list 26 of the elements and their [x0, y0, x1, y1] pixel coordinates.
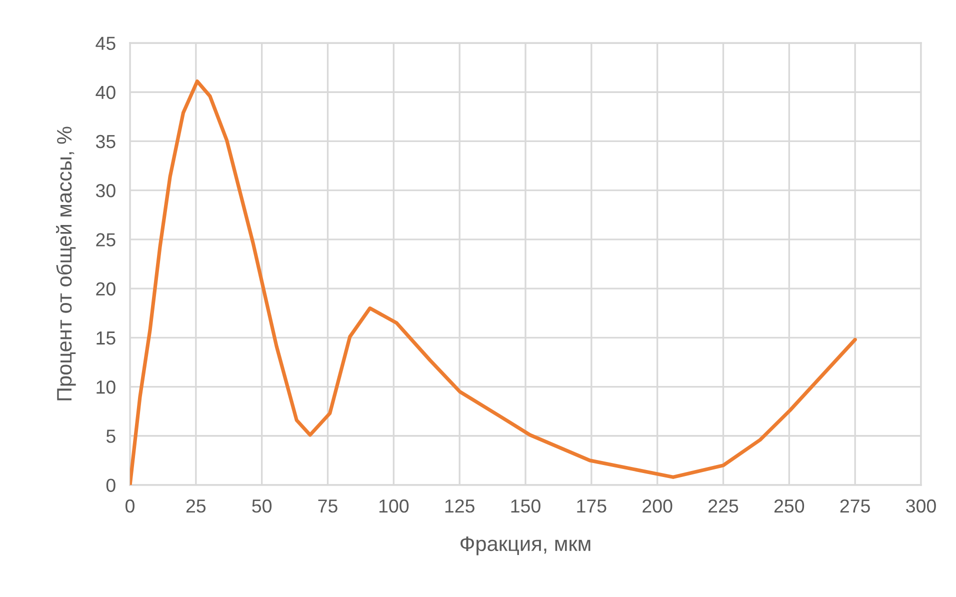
- x-tick-label: 50: [252, 499, 272, 513]
- x-tick-label: 75: [318, 500, 338, 513]
- y-tick-label: 35: [96, 134, 116, 148]
- x-tick-label: 175: [577, 500, 606, 513]
- y-tick-label: 40: [96, 86, 116, 100]
- x-tick-label: 200: [642, 499, 672, 513]
- y-tick-label: 45: [96, 36, 116, 50]
- y-tick-label: 5: [106, 430, 116, 443]
- line-series: [130, 80, 857, 485]
- x-axis-title: Фракция, мкм: [460, 536, 590, 556]
- y-tick-label: 20: [96, 282, 116, 296]
- y-tick-label: 25: [96, 233, 116, 246]
- y-tick-label: 30: [96, 184, 116, 198]
- x-tick-label: 25: [186, 499, 206, 513]
- x-tick-label: 100: [379, 499, 409, 513]
- x-tick-label: 150: [511, 499, 540, 513]
- y-tick-label: 10: [96, 380, 116, 394]
- x-tick-label: 125: [445, 499, 474, 513]
- x-tick-label: 300: [906, 499, 936, 513]
- x-tick-label: 225: [708, 499, 738, 513]
- x-tick-label: 275: [840, 499, 870, 513]
- x-tick-label: 0: [126, 499, 134, 513]
- y-tick-label: 0: [106, 478, 116, 492]
- y-axis-title: Процент от общей массы, %: [56, 126, 76, 400]
- x-tick-label: 250: [774, 499, 804, 513]
- y-tick-label: 15: [96, 332, 116, 345]
